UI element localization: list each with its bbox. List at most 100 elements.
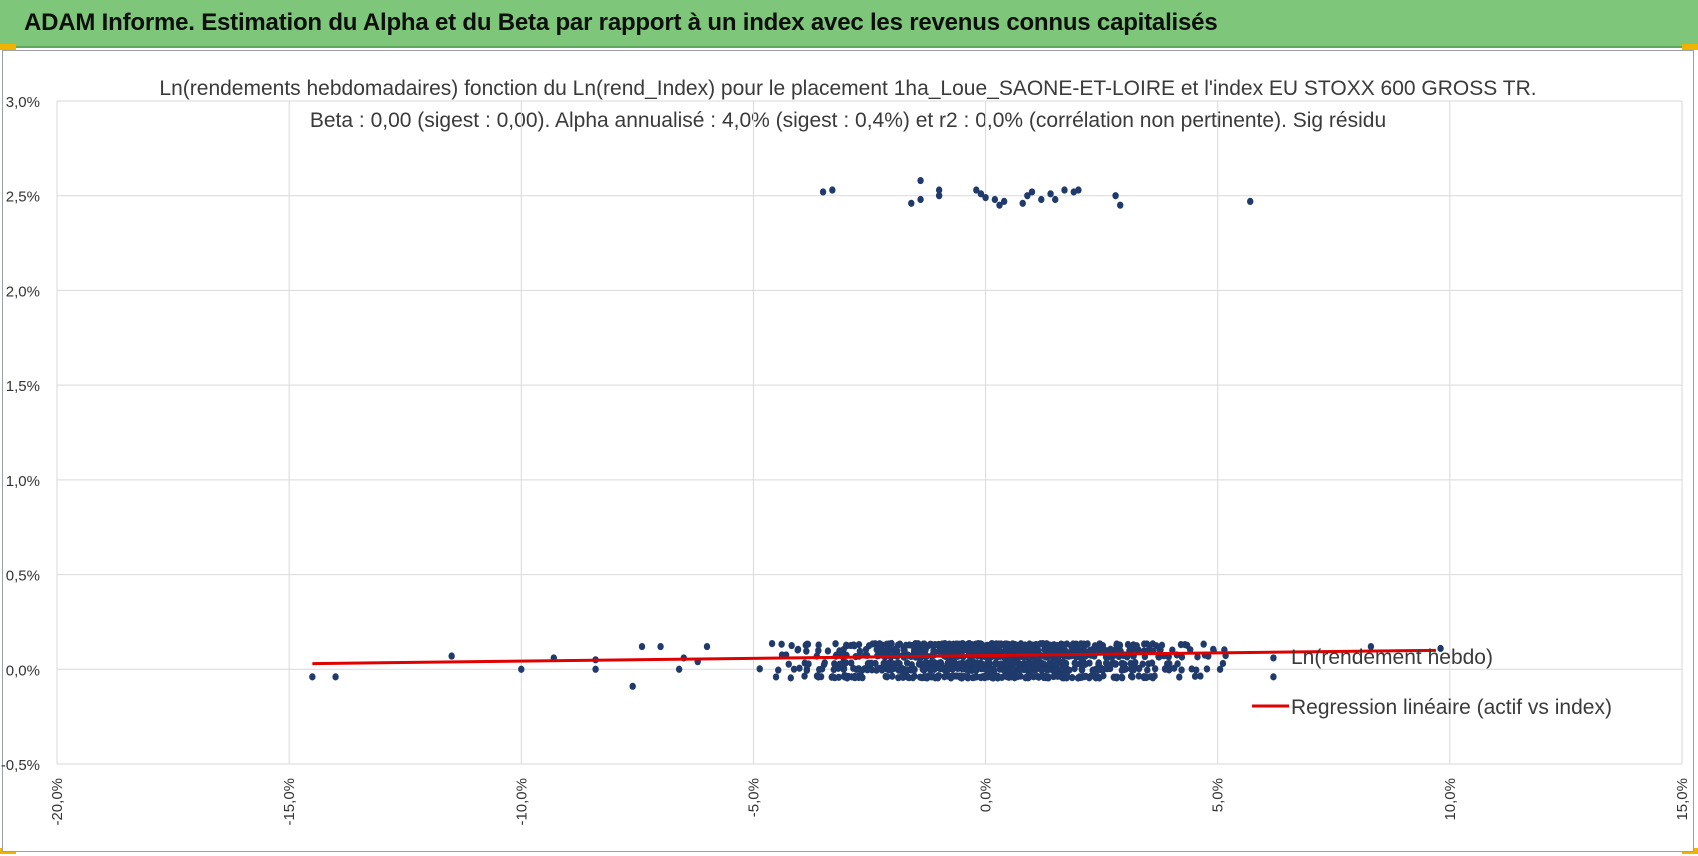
data-point: [675, 665, 683, 673]
data-point: [987, 666, 994, 674]
data-point: [1153, 642, 1160, 650]
data-point: [832, 640, 839, 648]
data-point: [917, 176, 924, 185]
data-point: [935, 186, 943, 194]
data-point: [961, 672, 968, 681]
data-point: [920, 640, 927, 648]
data-point: [1176, 673, 1183, 681]
data-point: [1028, 188, 1036, 196]
data-point: [1106, 664, 1114, 673]
data-point: [1127, 646, 1135, 654]
data-point: [815, 641, 822, 649]
data-point: [1183, 641, 1191, 649]
report-banner: ADAM Informe. Estimation du Alpha et du …: [0, 0, 1698, 48]
data-point: [841, 673, 849, 681]
data-point: [1161, 665, 1169, 673]
data-point: [1000, 197, 1008, 205]
data-point: [858, 666, 866, 674]
data-point: [977, 190, 985, 198]
data-point: [972, 664, 979, 673]
chart-title-line2: Beta : 0,00 (sigest : 0,00). Alpha annua…: [310, 109, 1386, 132]
data-point: [944, 666, 951, 674]
data-point: [894, 659, 902, 667]
y-tick-label: 0,0%: [6, 662, 40, 679]
regression-line: [312, 648, 1436, 666]
data-point: [1012, 659, 1019, 667]
data-point: [821, 659, 828, 667]
data-point: [906, 666, 914, 674]
data-point: [954, 646, 962, 654]
data-point: [1188, 665, 1195, 673]
data-point: [788, 641, 795, 650]
data-point: [768, 640, 776, 648]
data-point: [835, 673, 843, 681]
data-point: [829, 673, 836, 681]
data-point: [1047, 190, 1054, 198]
data-point: [950, 664, 957, 673]
data-point: [992, 659, 1000, 667]
data-point: [1095, 660, 1102, 668]
y-tick-label: 3,0%: [6, 94, 40, 111]
data-point: [887, 646, 895, 654]
data-point: [756, 665, 763, 673]
data-point: [1128, 666, 1136, 674]
data-point: [1039, 639, 1047, 648]
data-point: [850, 641, 857, 649]
data-point: [843, 642, 851, 650]
data-point: [1151, 665, 1159, 673]
data-point: [1194, 653, 1201, 661]
data-point: [448, 652, 455, 660]
data-point: [978, 660, 985, 668]
data-point: [1069, 674, 1076, 682]
data-point: [943, 641, 950, 649]
data-point: [840, 664, 848, 673]
data-point: [1017, 641, 1025, 649]
data-point: [657, 642, 664, 651]
x-tick-label: 15,0%: [1674, 778, 1691, 821]
data-point: [1118, 673, 1125, 681]
data-point: [892, 646, 899, 654]
data-point: [858, 672, 865, 680]
data-point: [1081, 660, 1088, 668]
data-point: [1210, 645, 1217, 653]
data-point: [796, 664, 803, 672]
data-point: [1112, 192, 1119, 200]
data-point: [1019, 199, 1026, 207]
data-point: [1178, 666, 1185, 674]
data-point: [1072, 645, 1080, 653]
data-point: [816, 666, 823, 674]
data-point: [914, 647, 921, 655]
data-point: [1111, 673, 1119, 681]
y-tick-label: 1,0%: [6, 473, 40, 490]
data-point: [991, 195, 999, 204]
data-point: [829, 186, 836, 194]
data-point: [851, 674, 858, 682]
data-point: [941, 673, 948, 681]
data-point: [972, 640, 980, 648]
data-point: [703, 642, 711, 651]
title-background: [186, 72, 1506, 134]
data-point: [805, 660, 812, 668]
data-point: [1003, 673, 1010, 681]
x-tick-label: -20,0%: [49, 778, 66, 826]
y-tick-label: 2,0%: [6, 283, 40, 300]
data-point: [801, 672, 808, 680]
data-point: [1038, 666, 1045, 674]
data-point: [1146, 642, 1154, 650]
legend: Ln(rendement hebdo) Regression linéaire …: [1252, 646, 1612, 719]
y-axis-ticks: 3,0% 2,5% 2,0% 1,5% 1,0% 0,5% 0,0% -0,5%: [1, 94, 40, 774]
chart-title-line1: Ln(rendements hebdomadaires) fonction du…: [159, 77, 1536, 100]
data-point: [790, 665, 798, 673]
data-point: [986, 659, 993, 667]
data-point: [998, 673, 1006, 682]
data-point: [1135, 665, 1143, 673]
data-point: [1216, 665, 1224, 673]
data-point: [884, 660, 891, 668]
data-point: [973, 186, 980, 194]
data-point: [629, 682, 636, 690]
data-point: [1107, 645, 1114, 653]
data-point: [882, 672, 889, 681]
x-tick-label: 10,0%: [1442, 778, 1459, 821]
data-point: [1170, 664, 1178, 672]
